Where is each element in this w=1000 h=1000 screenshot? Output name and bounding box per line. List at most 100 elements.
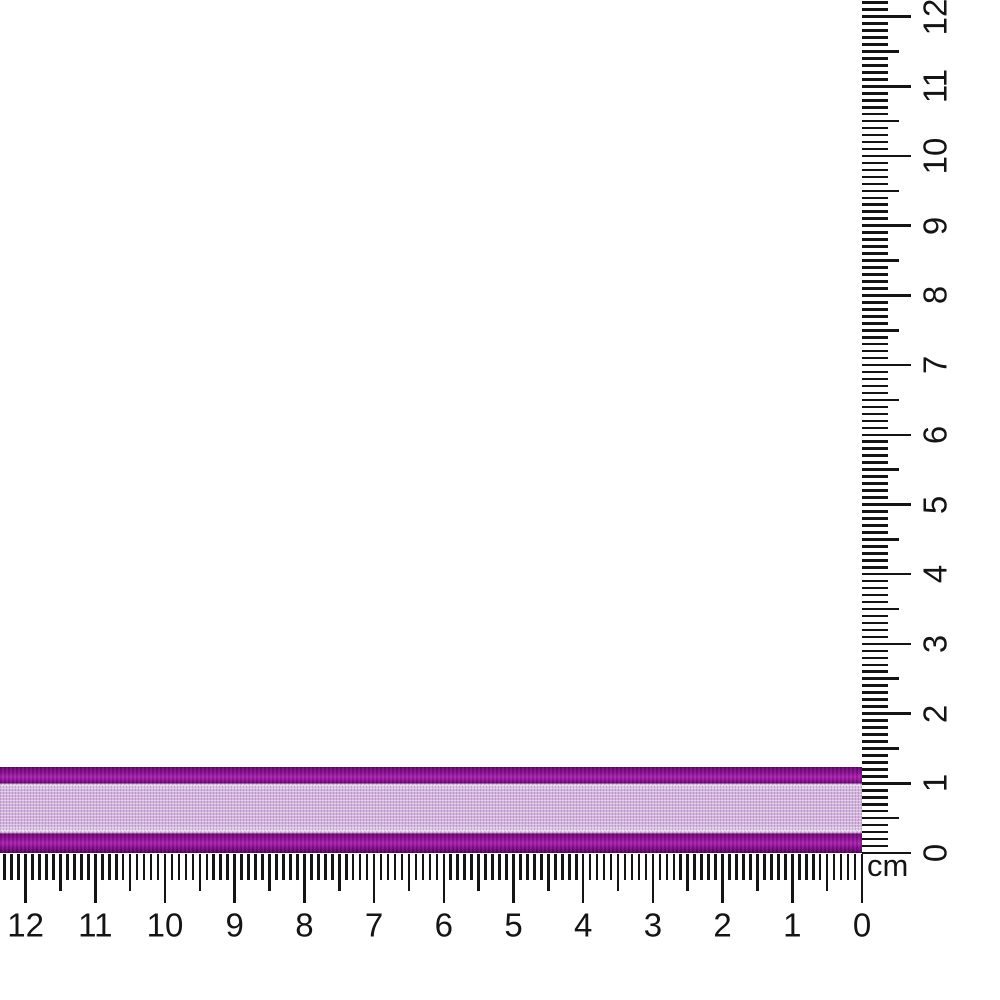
tick-half-cm [547,854,550,891]
tick-mm [219,854,223,880]
tick-half-cm [862,538,899,541]
tick-mm [80,854,83,880]
ribbon-satin-edge-bottom [0,831,862,853]
ruler-number: 3 [643,906,663,944]
tick-mm [862,140,888,144]
tick-cm [862,503,911,506]
tick-mm [862,461,888,464]
tick-mm [862,203,888,207]
tick-mm [386,854,390,880]
tick-mm [862,105,888,109]
tick-mm [862,775,888,778]
tick-half-cm [825,854,829,891]
tick-mm [839,854,843,880]
tick-mm [862,356,888,360]
tick-mm [862,308,888,311]
tick-cm [24,854,27,903]
tick-mm [862,475,888,478]
tick-half-cm [686,854,690,891]
tick-mm [862,447,888,451]
tick-cm [303,854,306,903]
tick-mm [414,854,418,880]
tick-mm [526,854,529,880]
tick-mm [637,854,641,880]
tick-mm [862,809,888,813]
tick-cm [862,85,911,88]
tick-mm [862,252,888,255]
tick-mm [121,854,125,880]
tick-cm [791,854,794,903]
tick-mm [73,854,76,880]
tick-half-cm [862,50,899,53]
tick-mm [862,754,888,757]
tick-mm [797,854,801,880]
tick-mm [665,854,669,880]
tick-mm [38,854,41,880]
tick-mm [862,705,888,708]
tick-cm [233,854,236,903]
tick-cm [94,854,97,903]
tick-mm [862,335,888,339]
tick-half-cm [477,854,480,891]
tick-mm [862,391,888,395]
tick-mm [679,854,683,880]
tick-mm [862,788,888,792]
tick-mm [811,854,815,880]
tick-mm [428,854,432,880]
ruler-number: 5 [504,906,523,944]
tick-mm [17,854,20,880]
tick-half-cm [198,854,202,891]
tick-mm [862,419,888,423]
tick-mm [862,510,888,513]
tick-cm [862,433,911,437]
tick-mm [862,482,888,485]
tick-mm [644,854,648,880]
tick-mm [862,98,888,102]
ruler-number: 12 [7,906,44,944]
tick-mm [310,854,313,880]
tick-mm [862,112,888,116]
tick-mm [862,342,888,346]
tick-mm [135,854,139,880]
tick-half-cm [756,854,759,891]
tick-mm [602,854,606,880]
tick-half-cm [337,854,341,891]
tick-cm [581,854,585,903]
tick-mm [519,854,522,880]
tick-mm [862,426,888,430]
tick-mm [862,8,888,11]
tick-mm [630,854,634,880]
tick-mm [470,854,473,880]
tick-cm [721,854,724,903]
ribbon [0,767,862,853]
tick-mm [862,565,888,569]
tick-half-cm [862,816,899,820]
tick-mm [862,684,888,687]
tick-mm [862,524,888,527]
tick-mm [770,854,773,880]
tick-mm [212,854,216,880]
tick-half-cm [862,259,899,262]
tick-cm [512,854,515,903]
tick-mm [862,147,888,151]
tick-mm [588,854,592,880]
tick-half-cm [407,854,411,891]
tick-mm [862,71,888,74]
tick-mm [862,217,888,221]
tick-mm [763,854,766,880]
tick-mm [149,854,153,880]
tick-mm [344,854,348,880]
tick-mm [560,854,564,880]
tick-mm [862,691,888,694]
tick-mm [456,854,460,880]
ruler-number: 10 [146,906,184,944]
tick-mm [714,854,717,880]
tick-cm [442,854,446,903]
tick-cm [862,154,911,158]
tick-mm [226,854,230,880]
tick-mm [862,315,888,318]
tick-mm [862,321,888,325]
tick-mm [777,854,780,880]
ruler-number: 1 [783,906,802,944]
